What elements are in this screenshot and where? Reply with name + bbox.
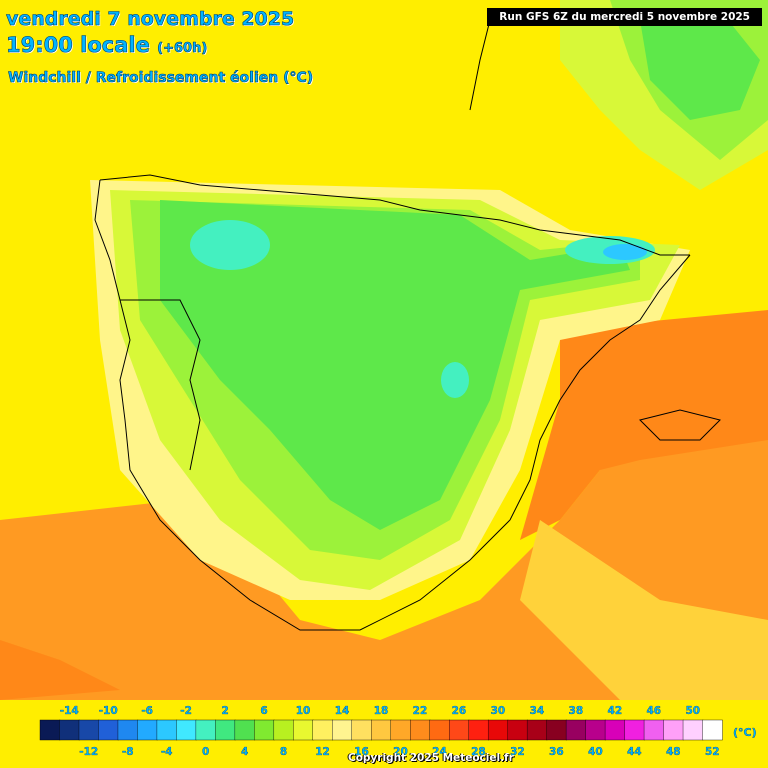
legend-label: -2 [180,705,192,717]
legend-swatch [215,719,236,741]
legend-swatch [117,719,139,741]
legend-label: 14 [335,705,350,717]
temperature-legend: -14 -10 -6 -2 2 6 10 14 18 22 26 30 34 38 42 46 50 -12 -8… [39,705,757,758]
legend-label: 24 [432,746,447,758]
legend-label: 34 [530,705,545,717]
model-run-label: Run GFS 6Z du mercredi 5 novembre 2025 [487,8,762,26]
legend-label: 40 [588,746,603,758]
forecast-time: 19:00 locale (+60h) [6,33,208,58]
legend-label: 0 [202,746,209,758]
legend-label: 48 [666,746,681,758]
legend-swatch [565,719,587,741]
legend-swatch [137,719,158,741]
legend-swatch [449,719,470,741]
legend-swatch [176,719,197,741]
legend-swatch [663,719,684,741]
legend-label: 6 [260,705,267,717]
forecast-lead: (+60h) [157,41,208,57]
legend-label: -8 [122,746,134,758]
legend-swatch [604,719,626,741]
legend-swatch [643,719,665,741]
legend-swatch [351,719,372,741]
legend-label: 18 [374,705,389,717]
legend-swatch [254,719,275,741]
legend-label: 44 [627,746,642,758]
legend-label: 8 [280,746,287,758]
legend-unit: (°C) [733,726,757,739]
country-borders [94,19,721,631]
legend-label: -14 [60,705,79,717]
legend-label: 36 [549,746,564,758]
legend-label: -6 [141,705,153,717]
legend-label: 12 [315,746,330,758]
legend-label: 22 [413,705,428,717]
legend-swatch [195,719,217,741]
legend-swatch [156,719,178,741]
legend-label: 52 [705,746,720,758]
legend-top-labels: -14 -10 -6 -2 2 6 10 14 18 22 26 30 34 38 42 46 50 [60,705,701,717]
legend-swatch [332,719,353,741]
legend-swatch [59,719,80,741]
legend-swatch [429,719,450,741]
legend-swatch [98,719,119,741]
legend-label: 38 [569,705,584,717]
legend-label: -10 [99,705,118,717]
legend-bottom-labels: -12 -8 -4 0 4 8 12 16 20 24 28 32 36 40 44 48 52 [79,746,720,758]
copyright: Copyright 2025 Meteociel.fr [348,752,514,764]
legend-label: 10 [296,705,311,717]
legend-colorbar [39,719,723,741]
legend-swatch [702,719,723,741]
legend-swatch [234,719,256,741]
legend-swatch [682,719,704,741]
legend-swatch [39,719,61,741]
legend-label: -12 [79,746,98,758]
legend-swatch [390,719,411,741]
legend-label: 2 [221,705,228,717]
legend-label: 20 [393,746,408,758]
legend-swatch [487,719,509,741]
legend-swatch [371,719,392,741]
forecast-time-value: 19:00 locale [6,33,150,58]
legend-swatch [546,719,567,741]
legend-swatch [410,719,431,741]
forecast-date: vendredi 7 novembre 2025 [6,8,295,31]
legend-label: -4 [161,746,173,758]
legend-label: 50 [685,705,700,717]
legend-swatch [526,719,548,741]
legend-label: 26 [452,705,467,717]
legend-swatch [507,719,528,741]
legend-label: 42 [608,705,623,717]
legend-label: 4 [241,746,248,758]
legend-label: 16 [354,746,369,758]
legend-swatch [624,719,645,741]
legend-label: 46 [646,705,661,717]
legend-swatch [585,719,606,741]
legend-swatch [78,719,100,741]
legend-swatch [273,719,295,741]
legend-label: 28 [471,746,486,758]
legend-swatch [293,719,314,741]
legend-label: 30 [491,705,506,717]
forecast-parameter: Windchill / Refroidissement éolien (°C) [8,70,314,87]
legend-label: 32 [510,746,525,758]
legend-swatch [312,719,333,741]
legend-swatch [468,719,489,741]
